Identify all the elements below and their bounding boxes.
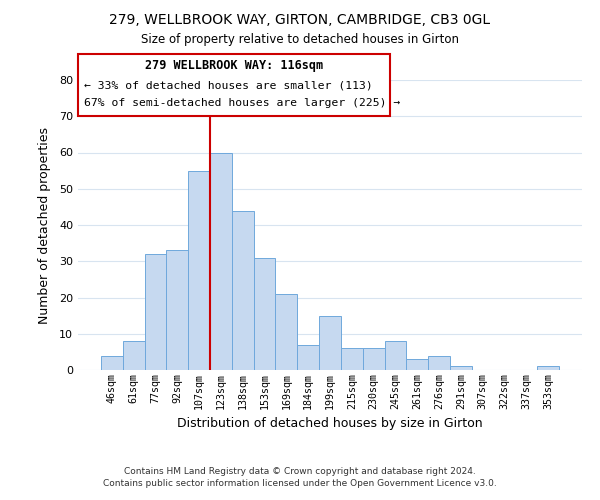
Text: 279 WELLBROOK WAY: 116sqm: 279 WELLBROOK WAY: 116sqm	[145, 60, 323, 72]
Bar	[275, 294, 297, 370]
Text: ← 33% of detached houses are smaller (113): ← 33% of detached houses are smaller (11…	[84, 81, 373, 91]
X-axis label: Distribution of detached houses by size in Girton: Distribution of detached houses by size …	[177, 417, 483, 430]
Bar	[363, 348, 385, 370]
Bar	[101, 356, 123, 370]
Bar	[297, 344, 319, 370]
Text: 67% of semi-detached houses are larger (225) →: 67% of semi-detached houses are larger (…	[84, 98, 400, 108]
Bar	[319, 316, 341, 370]
Text: Size of property relative to detached houses in Girton: Size of property relative to detached ho…	[141, 32, 459, 46]
Bar	[385, 341, 406, 370]
Bar	[188, 170, 210, 370]
Bar	[254, 258, 275, 370]
Bar	[166, 250, 188, 370]
Bar	[537, 366, 559, 370]
Bar	[210, 152, 232, 370]
Bar	[406, 359, 428, 370]
Y-axis label: Number of detached properties: Number of detached properties	[38, 126, 50, 324]
Bar	[232, 210, 254, 370]
Bar	[145, 254, 166, 370]
Text: Contains HM Land Registry data © Crown copyright and database right 2024.: Contains HM Land Registry data © Crown c…	[124, 467, 476, 476]
Text: 279, WELLBROOK WAY, GIRTON, CAMBRIDGE, CB3 0GL: 279, WELLBROOK WAY, GIRTON, CAMBRIDGE, C…	[109, 12, 491, 26]
Bar	[428, 356, 450, 370]
Text: Contains public sector information licensed under the Open Government Licence v3: Contains public sector information licen…	[103, 478, 497, 488]
Bar	[123, 341, 145, 370]
Bar	[450, 366, 472, 370]
Bar	[341, 348, 363, 370]
